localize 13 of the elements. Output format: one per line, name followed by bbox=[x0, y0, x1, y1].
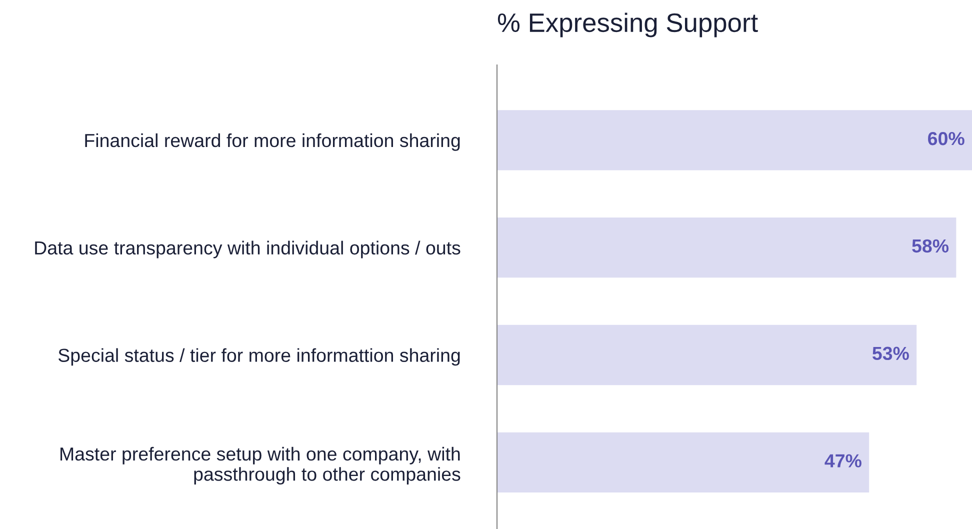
data-label: 47% bbox=[824, 454, 862, 468]
y-tick-label: Special status / tier for more informattion sharing bbox=[58, 348, 460, 366]
data-label: 58% bbox=[912, 239, 949, 253]
bar bbox=[497, 324, 917, 386]
data-label: 60% bbox=[928, 132, 964, 146]
y-tick-label: Data use transparency with individual options / outs bbox=[35, 240, 460, 258]
bar bbox=[497, 110, 972, 170]
bar bbox=[497, 218, 956, 278]
data-label: 53% bbox=[872, 346, 909, 360]
y-tick-label: Master preference setup with one company, with passthrough to other companies bbox=[60, 446, 460, 485]
y-tick-label: Financial reward for more information sharing bbox=[85, 133, 460, 151]
chart-title: % Expressing Support bbox=[498, 12, 758, 38]
bar bbox=[497, 432, 870, 492]
